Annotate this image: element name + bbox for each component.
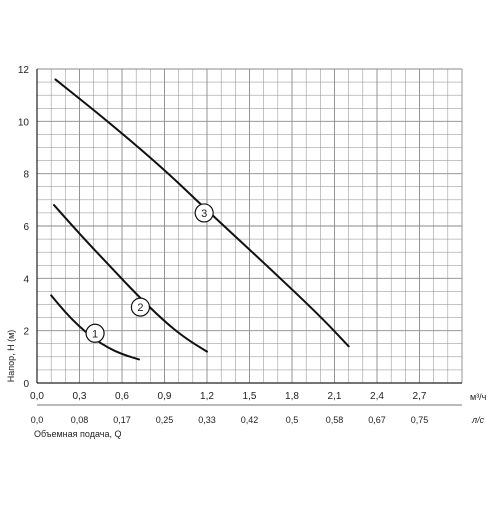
x-tick-label-top: 0,6 [115, 391, 129, 402]
x-tick-label-bottom: 0,58 [326, 415, 344, 425]
x-tick-label-top: 0,0 [30, 391, 44, 402]
x-tick-label-top: 1,2 [200, 391, 214, 402]
y-axis-label: Напор, Н (м) [6, 330, 16, 383]
x-tick-label-top: 0,9 [158, 391, 172, 402]
x-axis-label: Объемная подача, Q [34, 429, 121, 439]
x-tick-label-top: 2,7 [413, 391, 427, 402]
series-line-3 [54, 78, 350, 348]
x-tick-label-top: 1,5 [243, 391, 257, 402]
x-tick-label-bottom: 0,17 [113, 415, 131, 425]
series-label-circle-1 [85, 323, 105, 343]
x-tick-label-top: 1,8 [285, 391, 299, 402]
series-label-2: 2 [137, 302, 143, 314]
axes [36, 69, 462, 406]
y-tick-label: 4 [23, 274, 29, 285]
series-label-1: 1 [92, 328, 98, 340]
y-tick-label: 12 [18, 65, 30, 76]
x-unit-bottom: л/с [471, 415, 485, 425]
x-tick-label-bottom: 0,25 [156, 415, 174, 425]
y-tick-label: 6 [23, 222, 29, 233]
x-tick-label-bottom: 0,0 [31, 415, 44, 425]
x-tick-label-top: 2,4 [370, 391, 384, 402]
x-tick-label-bottom: 0,33 [198, 415, 216, 425]
y-tick-label: 8 [23, 170, 29, 181]
y-tick-label: 2 [23, 327, 29, 338]
series-label-circle-3 [194, 203, 214, 223]
series-label-circle-2 [130, 297, 151, 317]
x-unit-top: м³/ч [470, 392, 487, 402]
x-tick-label-bottom: 0,67 [368, 415, 386, 425]
x-tick-label-top: 2,1 [328, 391, 342, 402]
x-tick-label-bottom: 0,08 [71, 415, 89, 425]
x-tick-label-bottom: 0,42 [241, 415, 259, 425]
y-tick-label: 10 [18, 117, 30, 128]
x-tick-label-bottom: 0,75 [411, 415, 429, 425]
y-tick-label: 0 [23, 379, 29, 390]
series-line-2 [53, 204, 208, 353]
x-tick-label-top: 0,3 [73, 391, 87, 402]
x-tick-label-bottom: 0,5 [286, 415, 299, 425]
series-lines: 1 2 3 [50, 78, 350, 361]
series-label-3: 3 [201, 208, 207, 220]
